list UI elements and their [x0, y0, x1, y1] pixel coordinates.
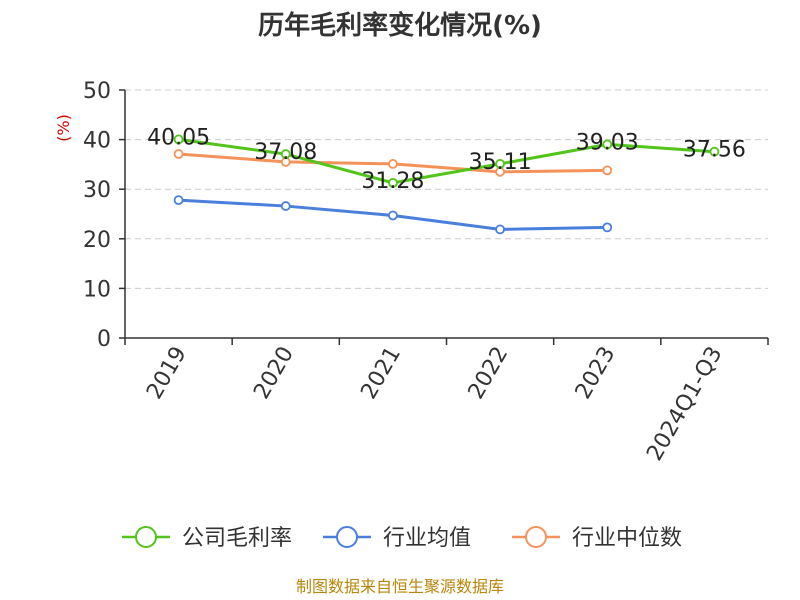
data-point: [709, 146, 720, 157]
data-point: [388, 210, 398, 221]
data-point: [388, 159, 398, 169]
legend-marker-icon: [525, 526, 547, 548]
y-tick-label: 20: [83, 228, 111, 253]
series-line: [178, 137, 715, 185]
source-note: 制图数据来自恒生聚源数据库: [296, 577, 504, 596]
legend-label: 行业均值: [383, 526, 471, 551]
legend-marker-icon: [135, 526, 157, 548]
x-tick-label: 2020: [249, 343, 299, 404]
y-tick-label: 10: [83, 277, 111, 302]
data-label: 35.11: [469, 150, 532, 175]
series-2: [173, 195, 613, 235]
y-tick-label: 50: [83, 79, 111, 104]
chart-title: 历年毛利率变化情况(%): [258, 10, 542, 41]
data-labels: 40.05 37.08 31.28 35.11 39.03 37.56: [147, 125, 746, 193]
x-tick-label: 2019: [142, 343, 192, 404]
legend-item: 公司毛利率: [122, 526, 292, 551]
data-point: [388, 177, 398, 188]
legend-label: 行业中位数: [572, 526, 682, 551]
x-tick-label: 2024Q1-Q3: [642, 343, 727, 466]
x-tick-label: 2022: [464, 343, 514, 404]
legend-marker-icon: [336, 526, 358, 548]
data-point: [173, 149, 184, 159]
data-point: [280, 201, 291, 211]
series-layer: [173, 134, 720, 235]
data-point: [602, 165, 613, 176]
data-point: [173, 134, 184, 145]
x-tick-label: 2023: [571, 343, 621, 404]
data-point: [173, 195, 184, 206]
legend: 公司毛利率 行业均值 行业中位数: [122, 526, 682, 551]
data-label: 39.03: [576, 130, 639, 155]
legend-label: 公司毛利率: [182, 526, 292, 551]
data-point: [495, 224, 505, 235]
y-tick-label: 40: [83, 129, 111, 154]
data-point: [602, 139, 613, 150]
data-point: [495, 158, 505, 169]
x-tick-label: 2021: [356, 343, 406, 404]
data-point: [602, 222, 613, 233]
data-label: 31.28: [361, 169, 424, 194]
data-label: 40.05: [147, 125, 210, 150]
y-tick-label: 30: [83, 178, 111, 203]
legend-item: 行业中位数: [512, 526, 682, 551]
series-1: [173, 134, 720, 188]
data-point: [280, 149, 291, 159]
data-label: 37.56: [683, 138, 746, 163]
data-label: 37.08: [254, 140, 317, 165]
grid-lines: [125, 89, 768, 289]
y-axis-label: (%): [54, 114, 73, 142]
legend-item: 行业均值: [323, 526, 471, 551]
y-tick-label: 0: [97, 327, 111, 352]
series-3: [173, 149, 613, 177]
